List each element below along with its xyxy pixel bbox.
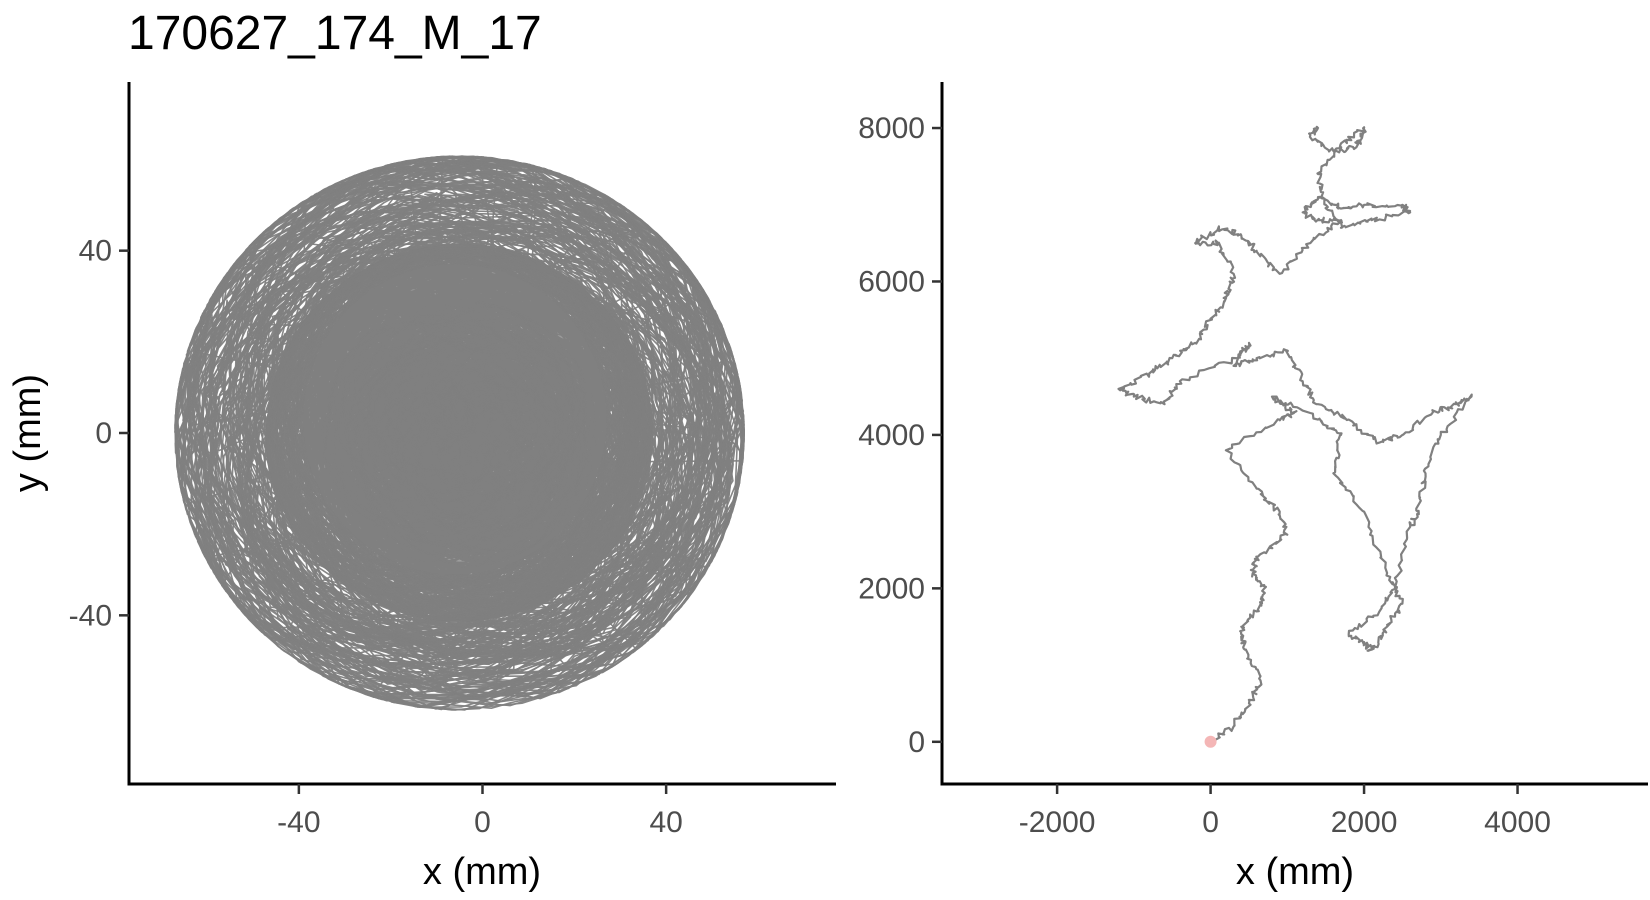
plot-title: 170627_174_M_17: [128, 7, 542, 60]
arena-path-segment: [326, 298, 597, 568]
arena-path-segment: [345, 304, 585, 550]
arena-x-tick-label: -40: [277, 806, 320, 839]
cumulative-y-tick-label: 4000: [858, 419, 925, 452]
arena-x-tick-label: 0: [474, 806, 491, 839]
arena-trajectory: [174, 155, 746, 711]
cumulative-trajectory: [1117, 125, 1473, 743]
cumulative-x-tick-label: 0: [1202, 806, 1219, 839]
arena-panel: -40 0 40 -40 0 40 x (mm) y (mm): [7, 82, 836, 893]
arena-ticks: -40 0 40 -40 0 40: [69, 235, 683, 839]
cumulative-x-tick-label: 2000: [1331, 806, 1398, 839]
cumulative-x-tick-label: 4000: [1484, 806, 1551, 839]
cumulative-x-axis-title: x (mm): [1236, 851, 1354, 893]
arena-y-tick-label: -40: [69, 599, 112, 632]
arena-y-axis-title: y (mm): [7, 374, 49, 492]
cumulative-y-tick-label: 0: [908, 726, 925, 759]
cumulative-path: [1117, 125, 1473, 743]
start-point: [1204, 735, 1217, 748]
cumulative-ticks: -2000 0 2000 4000 0 2000 4000 6000 8000: [858, 112, 1551, 839]
arena-path-segment: [176, 155, 744, 707]
cumulative-y-tick-label: 8000: [858, 112, 925, 145]
cumulative-y-tick-label: 2000: [858, 572, 925, 605]
cumulative-y-tick-label: 6000: [858, 265, 925, 298]
arena-path-segment: [321, 300, 595, 565]
arena-x-tick-label: 40: [649, 806, 682, 839]
cumulative-x-tick-label: -2000: [1019, 806, 1096, 839]
arena-y-tick-label: 40: [79, 235, 112, 268]
cumulative-panel: -2000 0 2000 4000 0 2000 4000 6000 8000 x (mm): [858, 82, 1648, 893]
arena-x-axis-title: x (mm): [423, 851, 541, 893]
arena-y-tick-label: 0: [95, 417, 112, 450]
